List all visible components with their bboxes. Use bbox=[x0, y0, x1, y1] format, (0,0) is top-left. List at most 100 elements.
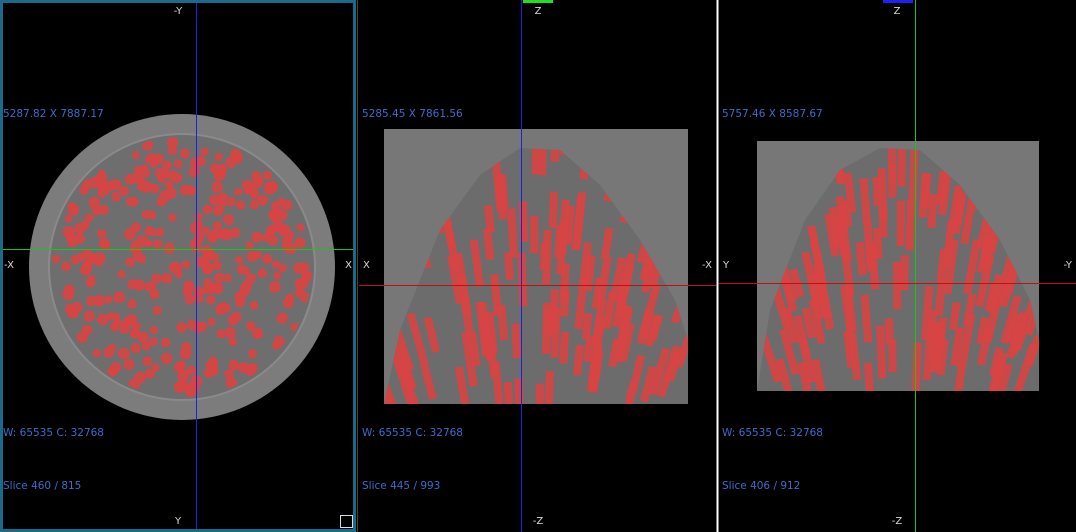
fiber bbox=[843, 287, 858, 332]
fiber bbox=[137, 331, 149, 343]
fiber bbox=[636, 309, 653, 345]
fiber bbox=[620, 382, 638, 404]
fiber bbox=[188, 166, 200, 178]
fiber bbox=[843, 172, 857, 214]
fiber bbox=[589, 365, 601, 394]
fiber bbox=[93, 294, 106, 307]
fiber bbox=[131, 322, 141, 332]
fiber bbox=[226, 196, 236, 207]
fiber bbox=[220, 228, 231, 239]
fiber bbox=[888, 339, 897, 373]
fiber bbox=[583, 335, 595, 363]
fiber bbox=[103, 347, 115, 358]
fiber bbox=[989, 351, 1009, 391]
fiber bbox=[548, 192, 559, 229]
fiber bbox=[921, 173, 932, 208]
fiber bbox=[113, 291, 126, 304]
fiber bbox=[264, 182, 277, 195]
fiber bbox=[1000, 294, 1022, 345]
fiber bbox=[195, 212, 204, 222]
fiber bbox=[149, 288, 160, 300]
fiber bbox=[127, 299, 138, 309]
orientation-left: X bbox=[363, 260, 370, 271]
fiber bbox=[148, 337, 158, 347]
fiber bbox=[228, 359, 240, 371]
fiber bbox=[938, 166, 952, 216]
fiber bbox=[406, 312, 429, 364]
fiber bbox=[868, 248, 880, 290]
fiber bbox=[775, 358, 796, 391]
fiber bbox=[782, 306, 800, 344]
maximize-button[interactable] bbox=[340, 515, 353, 528]
fiber bbox=[84, 213, 94, 223]
fiber bbox=[276, 197, 286, 207]
orientation-bottom: -Z bbox=[892, 516, 903, 527]
fiber bbox=[995, 250, 1017, 302]
fiber bbox=[146, 281, 156, 291]
fiber bbox=[164, 180, 174, 190]
fiber bbox=[897, 148, 907, 187]
fiber bbox=[202, 204, 213, 215]
fiber bbox=[162, 160, 172, 171]
fiber bbox=[976, 316, 990, 345]
fiber bbox=[223, 214, 235, 225]
fiber bbox=[554, 225, 565, 259]
fiber bbox=[859, 177, 872, 226]
fiber bbox=[174, 270, 183, 279]
fiber bbox=[76, 252, 86, 262]
fiber bbox=[212, 221, 222, 231]
fiber bbox=[927, 193, 939, 229]
fiber bbox=[167, 137, 179, 148]
fiber bbox=[211, 181, 223, 193]
fiber bbox=[272, 220, 284, 233]
fiber bbox=[296, 223, 305, 232]
fiber bbox=[129, 243, 140, 254]
scan-cone bbox=[384, 148, 688, 404]
fiber bbox=[155, 228, 165, 237]
fiber bbox=[132, 250, 144, 262]
fiber bbox=[544, 370, 554, 404]
fiber bbox=[936, 317, 948, 349]
fiber bbox=[113, 318, 123, 328]
fiber bbox=[168, 213, 177, 222]
fiber bbox=[151, 363, 160, 372]
fiber bbox=[507, 208, 518, 258]
fiber bbox=[976, 327, 993, 366]
active-border bbox=[0, 0, 356, 532]
fiber bbox=[518, 201, 529, 242]
fiber bbox=[235, 200, 246, 210]
fiber bbox=[144, 368, 155, 379]
fiber bbox=[125, 257, 135, 267]
fiber bbox=[247, 348, 258, 359]
fiber bbox=[193, 232, 205, 244]
fiber bbox=[214, 152, 223, 162]
fiber bbox=[960, 194, 977, 245]
fiber bbox=[153, 239, 163, 250]
fiber bbox=[539, 242, 549, 270]
fiber bbox=[963, 239, 982, 294]
fiber bbox=[581, 312, 593, 340]
fiber bbox=[185, 386, 197, 397]
fiber bbox=[251, 231, 263, 243]
fiber bbox=[71, 301, 83, 313]
fiber bbox=[639, 252, 654, 282]
fiber bbox=[618, 322, 635, 362]
fiber bbox=[559, 331, 570, 364]
fiber bbox=[887, 148, 897, 184]
fiber bbox=[951, 191, 967, 235]
fiber bbox=[809, 238, 828, 289]
fiber bbox=[950, 326, 965, 367]
fiber bbox=[190, 222, 202, 234]
fiber bbox=[885, 318, 894, 345]
fiber bbox=[224, 369, 234, 380]
fiber bbox=[461, 331, 478, 387]
fiber bbox=[149, 183, 160, 194]
fiber bbox=[610, 256, 627, 302]
fiber bbox=[223, 273, 233, 283]
fiber bbox=[141, 341, 151, 351]
fiber bbox=[86, 295, 97, 307]
fiber bbox=[148, 227, 158, 237]
fiber bbox=[801, 251, 822, 307]
fiber bbox=[203, 278, 214, 289]
fiber bbox=[202, 263, 214, 275]
